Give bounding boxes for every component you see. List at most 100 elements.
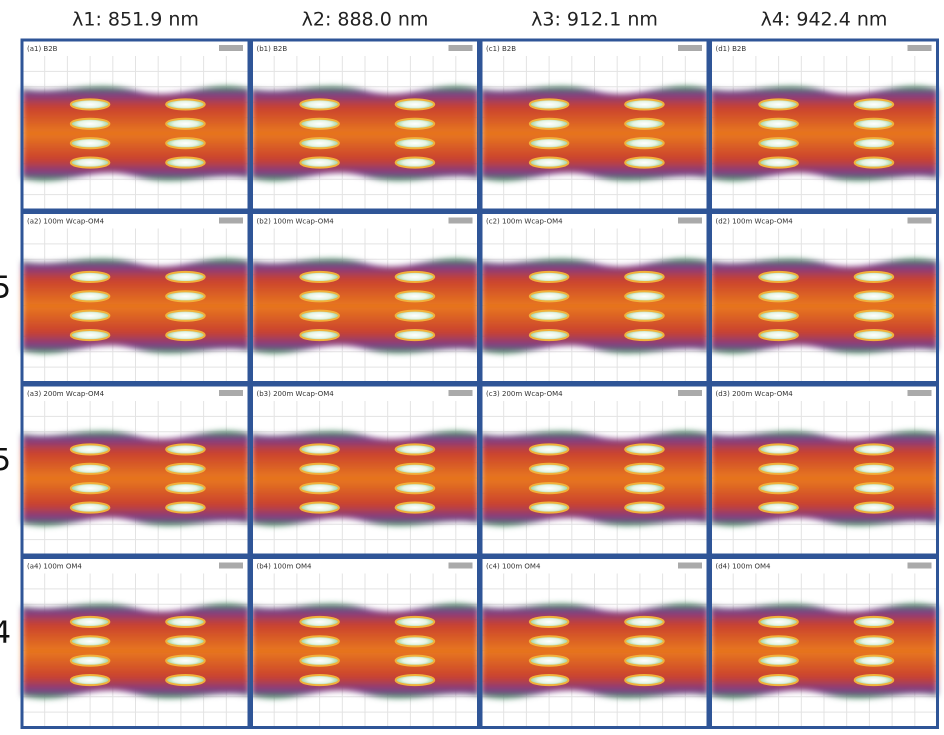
- eye-opening: [530, 464, 569, 474]
- eye-opening: [166, 444, 205, 454]
- eye-opening: [759, 675, 798, 685]
- eye-opening: [530, 138, 569, 148]
- eye-opening: [71, 636, 110, 646]
- eye-opening: [71, 311, 110, 321]
- eye-opening: [166, 483, 205, 493]
- scale-box: [449, 390, 473, 396]
- panel-label: (b1) B2B: [257, 45, 288, 53]
- panel-label: (d3) 200m Wcap-OM4: [716, 390, 794, 398]
- eye-opening: [300, 502, 339, 512]
- column-header: λ4: 942.4 nm: [761, 9, 888, 31]
- eye-panel: (b3) 200m Wcap-OM4: [252, 385, 479, 555]
- eye-opening: [530, 617, 569, 627]
- figure: λ1: 851.9 nmλ2: 888.0 nmλ3: 912.1 nmλ4: …: [0, 0, 944, 731]
- eye-opening: [71, 464, 110, 474]
- eye-panel: (a2) 100m Wcap-OM4: [22, 213, 249, 383]
- eye-opening: [166, 138, 205, 148]
- eye-opening: [166, 311, 205, 321]
- eye-opening: [759, 291, 798, 301]
- eye-band: [711, 603, 938, 698]
- panel-label: (c2) 100m Wcap-OM4: [486, 218, 563, 226]
- eye-panel: (d4) 100m OM4: [711, 558, 938, 728]
- scale-box: [908, 45, 932, 51]
- eye-opening: [625, 502, 664, 512]
- eye-band: [481, 86, 708, 181]
- eye-opening: [855, 291, 894, 301]
- eye-band: [22, 431, 249, 526]
- eye-opening: [396, 502, 435, 512]
- eye-opening: [855, 138, 894, 148]
- column-header: λ1: 851.9 nm: [72, 9, 199, 31]
- eye-opening: [300, 330, 339, 340]
- eye-opening: [396, 138, 435, 148]
- eye-opening: [530, 157, 569, 167]
- eye-opening: [759, 311, 798, 321]
- eye-opening: [396, 311, 435, 321]
- panel-label: (a2) 100m Wcap-OM4: [27, 218, 105, 226]
- eye-opening: [530, 656, 569, 666]
- eye-opening: [625, 444, 664, 454]
- scale-box: [678, 218, 702, 224]
- eye-panel: (b1) B2B: [252, 40, 479, 210]
- eye-band: [711, 86, 938, 181]
- eye-opening: [759, 656, 798, 666]
- panel-label: (b2) 100m Wcap-OM4: [257, 218, 335, 226]
- panel-label: (c4) 100m OM4: [486, 563, 541, 571]
- scale-box: [219, 218, 243, 224]
- eye-opening: [625, 311, 664, 321]
- eye-opening: [396, 464, 435, 474]
- eye-opening: [855, 617, 894, 627]
- eye-opening: [530, 444, 569, 454]
- eye-opening: [166, 272, 205, 282]
- side-label: 5: [0, 443, 11, 478]
- panel-label: (d1) B2B: [716, 45, 747, 53]
- eye-opening: [71, 675, 110, 685]
- eye-opening: [855, 444, 894, 454]
- eye-opening: [71, 291, 110, 301]
- eye-opening: [300, 636, 339, 646]
- eye-opening: [300, 138, 339, 148]
- eye-opening: [759, 483, 798, 493]
- eye-panel: (c2) 100m Wcap-OM4: [481, 213, 708, 383]
- eye-opening: [71, 157, 110, 167]
- panel-label: (a4) 100m OM4: [27, 563, 82, 571]
- eye-opening: [625, 119, 664, 129]
- scale-box: [678, 45, 702, 51]
- eye-panel: (a3) 200m Wcap-OM4: [22, 385, 249, 555]
- scale-box: [678, 563, 702, 569]
- eye-opening: [71, 272, 110, 282]
- eye-opening: [855, 311, 894, 321]
- eye-opening: [396, 119, 435, 129]
- eye-opening: [300, 99, 339, 109]
- eye-opening: [71, 330, 110, 340]
- eye-opening: [166, 636, 205, 646]
- scale-box: [908, 563, 932, 569]
- eye-opening: [300, 157, 339, 167]
- eye-opening: [855, 157, 894, 167]
- eye-opening: [166, 157, 205, 167]
- eye-panel: (d3) 200m Wcap-OM4: [711, 385, 938, 555]
- eye-opening: [855, 502, 894, 512]
- eye-opening: [300, 119, 339, 129]
- eye-opening: [300, 444, 339, 454]
- eye-panel: (d1) B2B: [711, 40, 938, 210]
- eye-opening: [396, 636, 435, 646]
- eye-opening: [530, 330, 569, 340]
- eye-opening: [759, 502, 798, 512]
- eye-opening: [759, 157, 798, 167]
- eye-opening: [625, 272, 664, 282]
- eye-opening: [396, 444, 435, 454]
- eye-opening: [759, 444, 798, 454]
- eye-opening: [530, 675, 569, 685]
- eye-opening: [396, 291, 435, 301]
- eye-opening: [300, 464, 339, 474]
- eye-opening: [300, 656, 339, 666]
- eye-opening: [71, 444, 110, 454]
- eye-opening: [855, 330, 894, 340]
- eye-opening: [530, 502, 569, 512]
- eye-opening: [530, 119, 569, 129]
- eye-opening: [166, 675, 205, 685]
- eye-opening: [530, 483, 569, 493]
- eye-opening: [625, 330, 664, 340]
- eye-opening: [71, 617, 110, 627]
